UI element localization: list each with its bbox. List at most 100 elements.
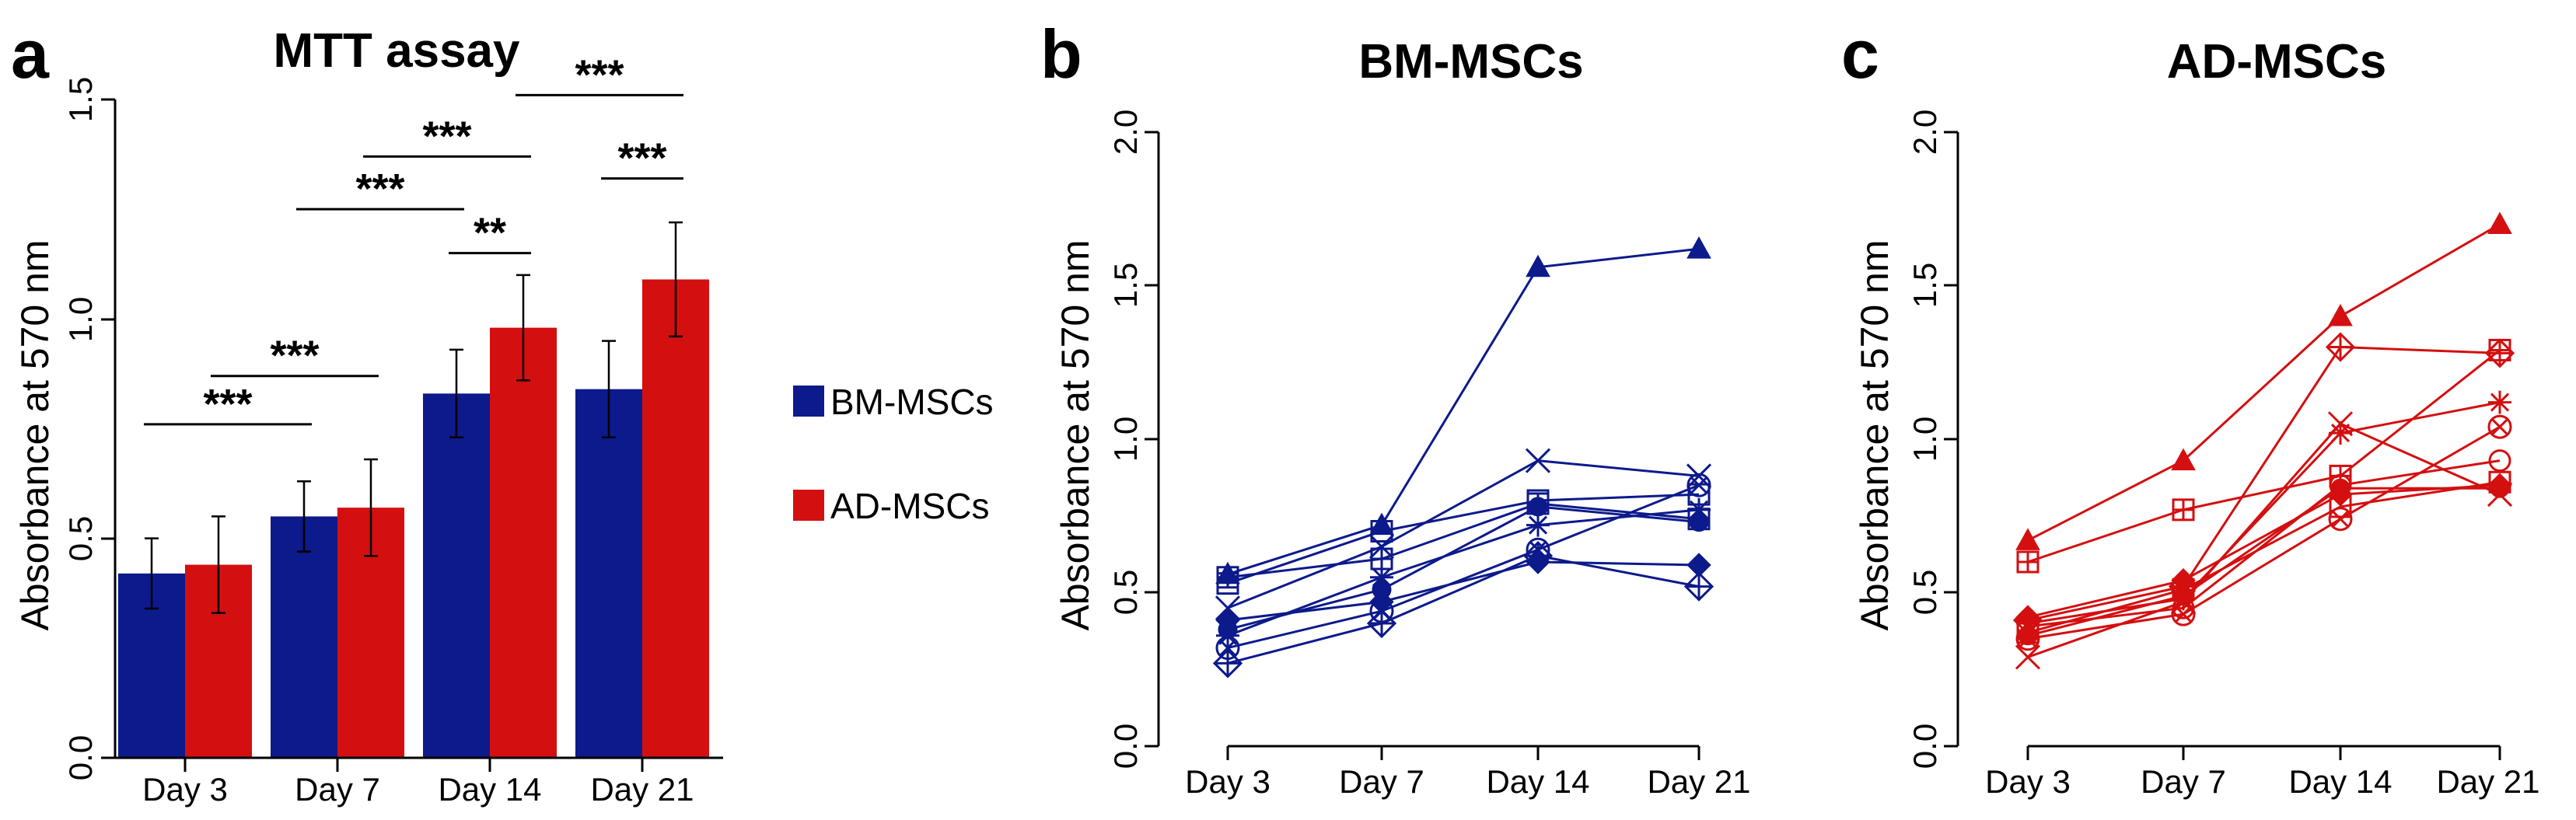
series-line-square: [2027, 480, 2501, 634]
bar-bm-mscs-day-7: [271, 516, 337, 758]
marker-x: [2174, 605, 2193, 623]
data-point-square: [2016, 621, 2039, 644]
series-line-circle-x: [1227, 483, 1700, 650]
panel-c-y-tick-label: 2.0: [1907, 110, 1943, 155]
series-line-circle-filled: [1227, 505, 1700, 631]
significance-label: **: [474, 210, 506, 256]
panel-b-title: BM-MSCs: [1358, 35, 1583, 89]
bar-bm-mscs-day-21: [575, 389, 642, 758]
data-point-diamond-plus: [1366, 608, 1397, 639]
significance-label: ***: [203, 381, 252, 427]
marker-triangle: [2328, 303, 2353, 326]
marker-x: [1215, 595, 1241, 621]
marker-square: [2172, 578, 2195, 602]
data-point-square-plus: [1526, 492, 1550, 515]
marker-triangle: [2015, 528, 2040, 550]
significance-label: ***: [575, 51, 624, 98]
data-point-triangle: [2171, 448, 2196, 471]
panel-b-x-tick-label: Day 21: [1647, 763, 1750, 800]
bar-ad-mscs-day-14: [490, 327, 557, 758]
data-point-diamond-filled: [2328, 482, 2353, 507]
series-line-diamond-plus: [1227, 554, 1700, 665]
data-point-triangle: [2487, 211, 2512, 234]
series-line-triangle: [2027, 223, 2501, 542]
panel-letter-c: c: [1841, 16, 1879, 92]
panel-c-x-tick-label: Day 14: [2288, 763, 2392, 800]
marker-circle: [2487, 414, 2512, 439]
series-line-cross: [2027, 422, 2501, 658]
data-point-square: [2488, 470, 2511, 494]
panel-b-y-axis-label: Absorbance at 570 nm: [1054, 239, 1097, 630]
marker-triangle: [1526, 254, 1550, 277]
series-line-diamond-plus: [2027, 345, 2501, 622]
marker-circle: [1686, 473, 1711, 497]
series-line-diamond-filled: [1227, 560, 1700, 622]
marker-x: [1525, 448, 1551, 473]
panel-b-y-tick-label: 1.5: [1107, 263, 1144, 308]
data-point-square-plus: [1370, 547, 1393, 571]
series-line-diamond-filled: [2027, 483, 2501, 619]
data-point-diamond-plus: [1212, 648, 1243, 679]
data-point-triangle: [2328, 303, 2353, 326]
marker-x: [2490, 418, 2509, 436]
series-line-square-plus: [2027, 349, 2501, 564]
panel-a-x-tick-label: Day 21: [590, 771, 694, 808]
significance-label: ***: [270, 333, 319, 379]
data-point-circle-x: [1686, 473, 1711, 497]
marker-square: [1370, 520, 1393, 543]
marker-circle: [2488, 449, 2511, 473]
panel-letter-a: a: [11, 16, 50, 92]
data-point-cross: [1368, 534, 1395, 560]
marker-diamond: [2487, 473, 2512, 497]
panel-a-x-tick-label: Day 14: [438, 771, 541, 808]
panel-a-y-tick-label: 0.5: [62, 516, 99, 561]
panel-c-y-tick-label: 0.0: [1907, 724, 1943, 769]
panel-c-x-tick-label: Day 7: [2141, 763, 2226, 800]
panel-c-x-tick-label: Day 3: [1985, 763, 2071, 800]
panel-c-y-tick-label: 1.5: [1907, 263, 1943, 308]
marker-x: [1218, 639, 1237, 657]
data-point-cross: [2015, 644, 2041, 670]
marker-x: [1686, 463, 1712, 489]
panel-b-x-tick-label: Day 3: [1185, 763, 1271, 800]
data-point-square: [1370, 520, 1393, 543]
data-point-diamond-filled: [2487, 473, 2512, 497]
panel-c-title: AD-MSCs: [2167, 35, 2386, 89]
significance-label: ***: [355, 166, 404, 212]
marker-circle: [2328, 507, 2353, 532]
data-point-triangle: [1369, 512, 1394, 536]
data-point-triangle: [2015, 528, 2040, 550]
marker-square: [2016, 621, 2039, 644]
marker-square: [2488, 470, 2511, 494]
significance-label: ***: [422, 113, 471, 159]
series-line-triangle: [1227, 247, 1700, 576]
data-point-asterisk: [1216, 623, 1239, 647]
data-point-circle-x: [2328, 507, 2353, 532]
panel-a-y-tick-label: 1.0: [62, 297, 99, 342]
panel-c: c AD-MSCs Absorbance at 570 nm 0.0 0.5 1…: [1841, 16, 2540, 800]
data-point-square-plus: [1216, 566, 1239, 589]
panel-a-y-axis-label: Absorbance at 570 nm: [13, 239, 57, 630]
marker-square: [2329, 495, 2352, 518]
marker-triangle: [1369, 512, 1394, 536]
panel-a-y-tick-label: 0.0: [62, 735, 99, 780]
marker-triangle: [2171, 448, 2196, 471]
panel-c-y-tick-label: 1.0: [1907, 417, 1943, 462]
data-point-square-plus: [1687, 508, 1711, 531]
series-line-circle-x: [2027, 425, 2501, 640]
marker-triangle: [2487, 211, 2512, 234]
panel-b: b BM-MSCs Absorbance at 570 nm 0.0 0.5 1…: [1040, 16, 1751, 800]
panel-b-y-tick-label: 0.5: [1107, 570, 1144, 615]
panel-a-x-tick-label: Day 7: [295, 771, 380, 808]
data-point-circle-x: [2487, 414, 2512, 439]
panel-b-y-tick-label: 0.0: [1107, 724, 1144, 769]
bar-ad-mscs-day-21: [642, 279, 709, 759]
legend-label-bm-mscs: BM-MSCs: [830, 382, 994, 422]
legend-swatch-bm-mscs: [793, 386, 824, 417]
data-point-square-plus: [2016, 550, 2039, 574]
panel-c-x-tick-label: Day 21: [2436, 763, 2539, 800]
data-point-square: [2329, 495, 2352, 518]
series-line-square-plus: [1227, 502, 1700, 579]
panel-a-y-tick-label: 1.5: [62, 77, 99, 122]
